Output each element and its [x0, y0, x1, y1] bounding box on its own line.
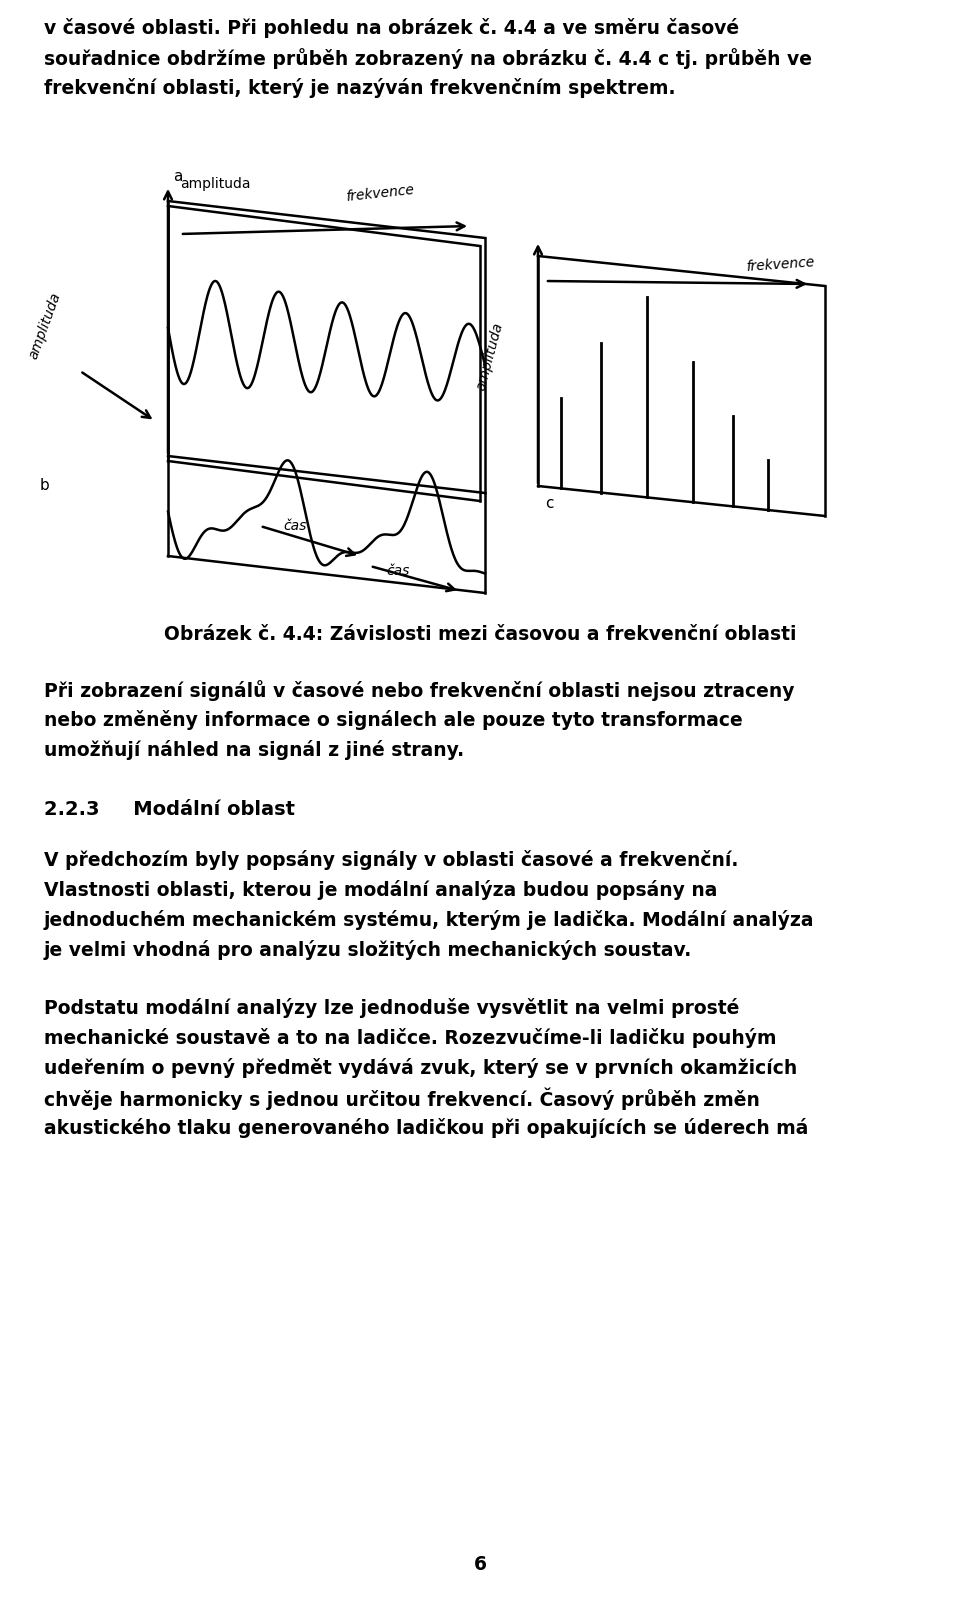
Text: c: c [545, 497, 554, 511]
Text: akustického tlaku generovaného ladičkou při opakujících se úderech má: akustického tlaku generovaného ladičkou … [44, 1118, 808, 1137]
Text: čas: čas [283, 519, 306, 533]
Text: V předchozím byly popsány signály v oblasti časové a frekvenční.: V předchozím byly popsány signály v obla… [44, 851, 738, 870]
Text: 6: 6 [473, 1556, 487, 1575]
Text: Podstatu modální analýzy lze jednoduše vysvětlit na velmi prosté: Podstatu modální analýzy lze jednoduše v… [44, 998, 739, 1017]
Text: frekvence: frekvence [745, 255, 815, 274]
Text: souřadnice obdržíme průběh zobrazený na obrázku č. 4.4 c tj. průběh ve: souřadnice obdržíme průběh zobrazený na … [44, 48, 812, 69]
Text: b: b [40, 479, 50, 493]
Text: mechanické soustavě a to na ladičce. Rozezvučíme-li ladičku pouhým: mechanické soustavě a to na ladičce. Roz… [44, 1028, 777, 1048]
Text: umožňují náhled na signál z jiné strany.: umožňují náhled na signál z jiné strany. [44, 740, 464, 759]
Text: jednoduchém mechanickém systému, kterým je ladička. Modální analýza: jednoduchém mechanickém systému, kterým … [44, 910, 814, 931]
Text: v časové oblasti. Při pohledu na obrázek č. 4.4 a ve směru časové: v časové oblasti. Při pohledu na obrázek… [44, 18, 739, 38]
Text: udeřením o pevný předmět vydává zvuk, který se v prvních okamžicích: udeřením o pevný předmět vydává zvuk, kt… [44, 1057, 797, 1078]
Text: amplituda: amplituda [474, 320, 506, 391]
Text: je velmi vhodná pro analýzu složitých mechanických soustav.: je velmi vhodná pro analýzu složitých me… [44, 940, 692, 960]
Text: frekvence: frekvence [345, 183, 415, 203]
Text: chvěje harmonicky s jednou určitou frekvencí. Časový průběh změn: chvěje harmonicky s jednou určitou frekv… [44, 1088, 760, 1110]
Text: amplituda: amplituda [180, 176, 251, 191]
Text: nebo změněny informace o signálech ale pouze tyto transformace: nebo změněny informace o signálech ale p… [44, 710, 743, 731]
Text: Vlastnosti oblasti, kterou je modální analýza budou popsány na: Vlastnosti oblasti, kterou je modální an… [44, 879, 717, 900]
Text: amplituda: amplituda [27, 290, 63, 362]
Text: frekvenční oblasti, který je nazýván frekvenčním spektrem.: frekvenční oblasti, který je nazýván fre… [44, 78, 676, 98]
Text: a: a [173, 168, 182, 184]
Text: čas: čas [386, 564, 410, 578]
Text: Obrázek č. 4.4: Závislosti mezi časovou a frekvenční oblasti: Obrázek č. 4.4: Závislosti mezi časovou … [164, 625, 796, 644]
Text: 2.2.3     Modální oblast: 2.2.3 Modální oblast [44, 799, 295, 819]
Text: Při zobrazení signálů v časové nebo frekvenční oblasti nejsou ztraceny: Při zobrazení signálů v časové nebo frek… [44, 679, 795, 702]
